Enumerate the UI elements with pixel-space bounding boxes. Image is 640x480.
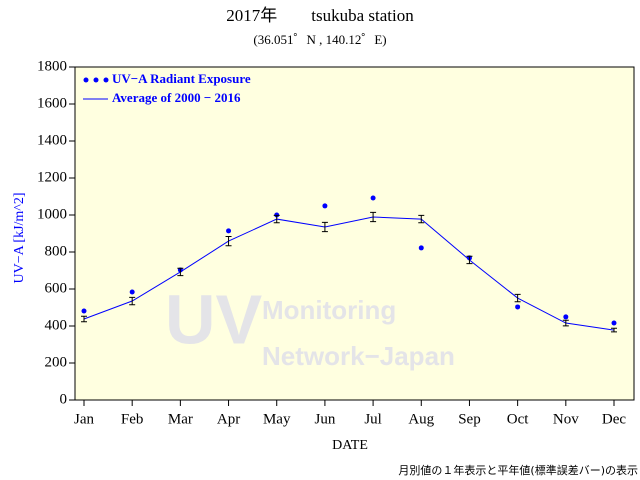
plot-area xyxy=(74,66,635,401)
error-bar xyxy=(321,221,328,233)
error-bar xyxy=(81,315,87,323)
data-dot xyxy=(563,314,569,320)
data-dot xyxy=(322,203,328,209)
data-dot xyxy=(515,304,521,310)
error-bar xyxy=(466,255,473,265)
x-tick-label: Sep xyxy=(458,411,481,427)
y-tick-label: 1800 xyxy=(37,58,67,74)
legend-label: UV−A Radiant Exposure xyxy=(112,71,251,86)
y-tick-label: 600 xyxy=(45,280,68,296)
error-bar xyxy=(418,214,425,224)
y-tick-label: 1200 xyxy=(37,169,67,185)
watermark: Monitoring xyxy=(262,295,396,325)
watermark: Network−Japan xyxy=(262,341,455,371)
error-bar xyxy=(562,319,569,327)
data-dot xyxy=(129,289,135,295)
data-dot xyxy=(370,195,376,201)
error-bar xyxy=(370,211,377,223)
y-tick-label: 1400 xyxy=(37,132,67,148)
data-dot xyxy=(226,228,232,234)
x-tick-label: Apr xyxy=(217,411,240,427)
watermark: UV xyxy=(165,280,263,358)
legend-marker xyxy=(103,77,109,83)
legend-label: Average of 2000 − 2016 xyxy=(112,90,241,105)
x-axis-label: DATE xyxy=(332,438,368,453)
y-tick-label: 0 xyxy=(60,391,68,407)
x-tick-label: Feb xyxy=(121,411,144,427)
error-bar xyxy=(225,235,232,247)
y-tick-label: 800 xyxy=(45,243,68,259)
chart-title: 2017年 tsukuba station xyxy=(226,6,414,25)
x-tick-label: Dec xyxy=(602,411,626,427)
x-tick-label: May xyxy=(263,411,291,427)
error-bar xyxy=(611,327,617,333)
chart-subtitle: (36.051゜N , 140.12゜E) xyxy=(253,32,386,47)
y-tick-label: 1000 xyxy=(37,206,67,222)
average-line xyxy=(83,216,615,331)
error-bar xyxy=(129,296,136,306)
legend-marker xyxy=(93,77,99,83)
data-dot xyxy=(418,245,424,251)
y-tick-label: 200 xyxy=(45,354,68,370)
error-bar xyxy=(514,293,521,303)
error-bar xyxy=(273,214,280,224)
x-tick-label: Jun xyxy=(314,411,335,427)
x-tick-label: Aug xyxy=(408,411,434,427)
x-tick-label: Jul xyxy=(364,411,382,427)
x-tick-label: Oct xyxy=(507,411,529,427)
x-tick-label: Jan xyxy=(74,411,94,427)
x-tick-label: Mar xyxy=(168,411,193,427)
y-tick-label: 400 xyxy=(45,317,68,333)
legend-marker xyxy=(83,77,89,83)
footnote: 月別値の１年表示と平年値(標準誤差バー)の表示 xyxy=(398,463,638,477)
x-tick-label: Nov xyxy=(553,411,579,427)
y-axis-label: UV−A [kJ/m^2] xyxy=(12,192,27,283)
data-dot xyxy=(611,320,617,326)
y-tick-label: 1600 xyxy=(37,95,67,111)
error-bar xyxy=(177,267,184,277)
data-dot xyxy=(81,308,87,314)
